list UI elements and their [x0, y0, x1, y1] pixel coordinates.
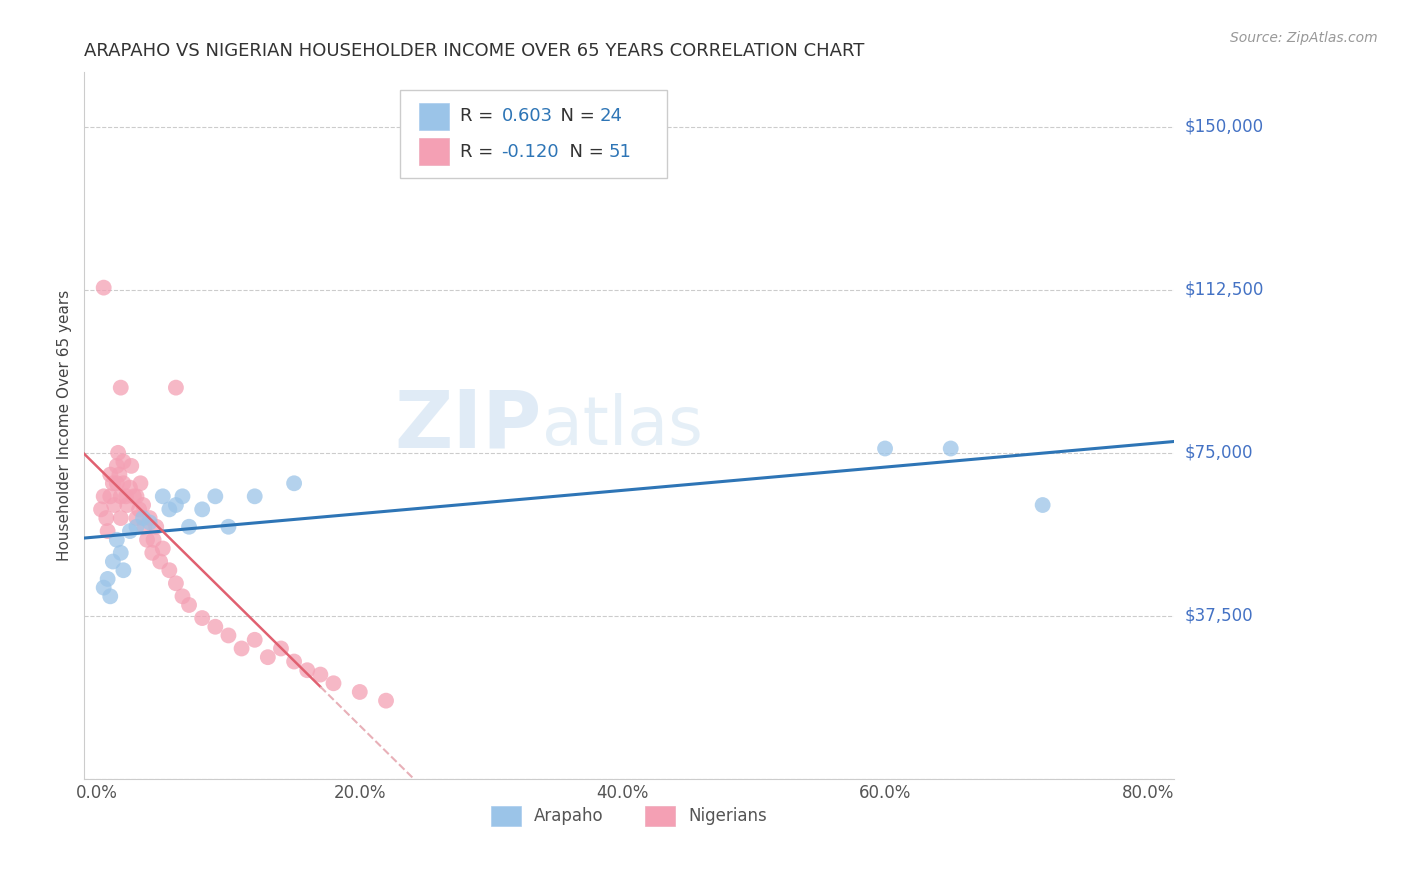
Text: 51: 51 [609, 143, 631, 161]
Point [204, 489, 226, 503]
Text: N =: N = [550, 107, 600, 125]
Point [110, 489, 132, 503]
Point [1032, 498, 1054, 512]
Legend: Arapaho, Nigerians: Arapaho, Nigerians [482, 797, 776, 834]
Point [120, 458, 142, 473]
Point [112, 454, 135, 468]
Point [96, 511, 118, 525]
Point [157, 502, 180, 516]
Point [90, 502, 112, 516]
Point [118, 481, 141, 495]
Point [138, 511, 160, 525]
Point [231, 641, 253, 656]
Point [939, 442, 962, 456]
Point [93, 489, 115, 503]
Point [217, 520, 239, 534]
Text: Source: ZipAtlas.com: Source: ZipAtlas.com [1230, 31, 1378, 45]
Y-axis label: Householder Income Over 65 years: Householder Income Over 65 years [58, 290, 72, 561]
Point [110, 511, 132, 525]
Point [136, 533, 159, 547]
Point [110, 381, 132, 395]
FancyBboxPatch shape [419, 138, 449, 165]
FancyBboxPatch shape [401, 90, 666, 178]
Point [309, 667, 332, 681]
Text: 0.603: 0.603 [502, 107, 553, 125]
Point [107, 446, 129, 460]
Point [152, 541, 174, 556]
Point [157, 563, 180, 577]
Point [165, 381, 187, 395]
Point [297, 663, 319, 677]
Point [145, 520, 167, 534]
Point [117, 498, 139, 512]
Point [138, 516, 160, 530]
Point [149, 555, 172, 569]
Text: -0.120: -0.120 [502, 143, 560, 161]
Text: $37,500: $37,500 [1185, 607, 1254, 625]
Point [112, 476, 135, 491]
Text: atlas: atlas [541, 392, 703, 458]
Point [243, 632, 266, 647]
Point [375, 693, 398, 707]
Point [283, 655, 305, 669]
Point [132, 498, 155, 512]
FancyBboxPatch shape [419, 103, 449, 129]
Point [101, 476, 124, 491]
Point [165, 498, 187, 512]
Point [873, 442, 896, 456]
Point [98, 467, 121, 482]
Point [101, 555, 124, 569]
Text: $75,000: $75,000 [1185, 444, 1254, 462]
Point [191, 611, 214, 625]
Text: $150,000: $150,000 [1185, 118, 1264, 136]
Text: R =: R = [460, 143, 499, 161]
Point [142, 533, 165, 547]
Point [108, 467, 131, 482]
Point [177, 520, 200, 534]
Point [204, 620, 226, 634]
Point [243, 489, 266, 503]
Point [217, 628, 239, 642]
Point [105, 476, 128, 491]
Point [97, 524, 120, 538]
Point [98, 590, 121, 604]
Point [125, 520, 148, 534]
Text: $112,500: $112,500 [1185, 281, 1264, 299]
Point [172, 489, 194, 503]
Point [103, 498, 125, 512]
Point [191, 502, 214, 516]
Point [122, 489, 145, 503]
Point [172, 590, 194, 604]
Point [105, 533, 128, 547]
Point [134, 520, 156, 534]
Point [132, 511, 155, 525]
Point [105, 458, 128, 473]
Point [115, 489, 138, 503]
Point [118, 524, 141, 538]
Point [141, 546, 163, 560]
Point [283, 476, 305, 491]
Point [93, 280, 115, 294]
Point [110, 546, 132, 560]
Text: R =: R = [460, 107, 499, 125]
Text: ZIP: ZIP [395, 386, 541, 465]
Point [125, 511, 148, 525]
Point [349, 685, 371, 699]
Point [152, 489, 174, 503]
Point [177, 598, 200, 612]
Text: 24: 24 [599, 107, 623, 125]
Point [125, 489, 148, 503]
Point [165, 576, 187, 591]
Point [256, 650, 278, 665]
Point [322, 676, 344, 690]
Point [129, 476, 152, 491]
Point [128, 502, 150, 516]
Point [93, 581, 115, 595]
Text: ARAPAHO VS NIGERIAN HOUSEHOLDER INCOME OVER 65 YEARS CORRELATION CHART: ARAPAHO VS NIGERIAN HOUSEHOLDER INCOME O… [84, 42, 865, 60]
Point [112, 563, 135, 577]
Point [98, 489, 121, 503]
Text: N =: N = [558, 143, 610, 161]
Point [97, 572, 120, 586]
Point [270, 641, 292, 656]
